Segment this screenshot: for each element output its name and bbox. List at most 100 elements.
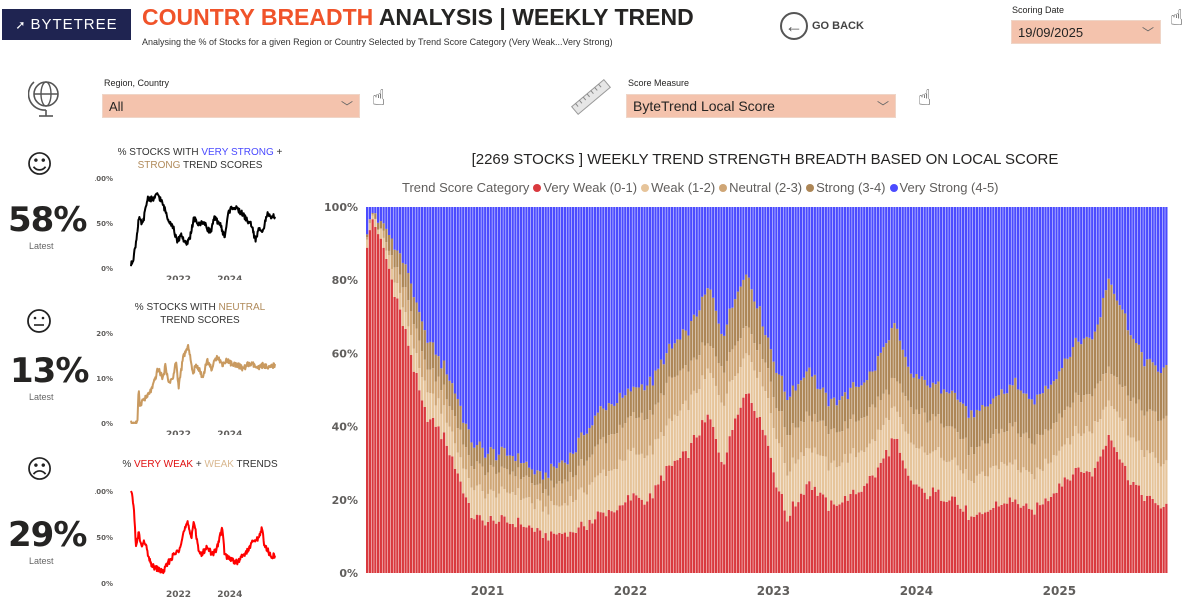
bar-segment-weak[interactable] xyxy=(1099,419,1102,457)
bar-segment-neutral[interactable] xyxy=(714,356,718,386)
bar-segment-weak[interactable] xyxy=(684,400,687,452)
bar-segment-neutral[interactable] xyxy=(366,237,369,240)
bar-segment-strong[interactable] xyxy=(1132,338,1135,398)
bar-segment-weak[interactable] xyxy=(626,449,630,496)
bar-segment-very-strong[interactable] xyxy=(602,207,605,409)
bar-segment-neutral[interactable] xyxy=(423,359,426,381)
bar-segment-weak[interactable] xyxy=(852,448,855,490)
bar-segment-neutral[interactable] xyxy=(629,416,632,452)
bar-segment-very-weak[interactable] xyxy=(390,279,393,573)
bar-segment-strong[interactable] xyxy=(451,383,454,411)
bar-segment-weak[interactable] xyxy=(871,439,874,476)
bar-segment-weak[interactable] xyxy=(385,250,388,259)
bar-segment-neutral[interactable] xyxy=(621,427,624,461)
bar-segment-weak[interactable] xyxy=(1038,469,1042,506)
bar-segment-very-weak[interactable] xyxy=(492,520,495,573)
bar-segment-very-weak[interactable] xyxy=(440,439,443,573)
bar-segment-strong[interactable] xyxy=(868,371,871,408)
bar-segment-neutral[interactable] xyxy=(555,483,558,506)
bar-segment-strong[interactable] xyxy=(1126,330,1130,396)
bar-segment-neutral[interactable] xyxy=(959,438,962,471)
bar-segment-neutral[interactable] xyxy=(462,444,465,469)
bar-segment-strong[interactable] xyxy=(854,386,858,422)
bar-segment-strong[interactable] xyxy=(865,380,869,416)
bar-segment-strong[interactable] xyxy=(385,228,388,243)
bar-segment-strong[interactable] xyxy=(582,435,586,466)
bar-segment-strong[interactable] xyxy=(808,367,811,416)
bar-segment-very-strong[interactable] xyxy=(530,207,534,470)
bar-segment-strong[interactable] xyxy=(541,479,545,494)
bar-segment-weak[interactable] xyxy=(1066,438,1069,480)
bar-segment-strong[interactable] xyxy=(1091,339,1094,397)
bar-segment-weak[interactable] xyxy=(728,381,731,437)
bar-segment-very-strong[interactable] xyxy=(610,207,613,405)
bar-segment-very-strong[interactable] xyxy=(646,207,649,386)
go-back-button[interactable]: ← GO BACK xyxy=(780,12,864,40)
bar-segment-neutral[interactable] xyxy=(497,472,501,494)
bar-segment-strong[interactable] xyxy=(769,349,772,382)
bar-segment-weak[interactable] xyxy=(975,475,978,515)
bar-segment-weak[interactable] xyxy=(398,292,402,310)
bar-segment-very-strong[interactable] xyxy=(898,207,902,341)
bar-segment-weak[interactable] xyxy=(750,362,753,403)
bar-segment-very-weak[interactable] xyxy=(445,445,448,573)
bar-segment-strong[interactable] xyxy=(629,391,632,417)
bar-segment-very-strong[interactable] xyxy=(709,207,712,290)
bar-segment-neutral[interactable] xyxy=(896,381,899,412)
bar-segment-weak[interactable] xyxy=(1107,400,1110,435)
bar-segment-very-weak[interactable] xyxy=(522,526,525,573)
bar-segment-neutral[interactable] xyxy=(506,469,509,493)
bar-segment-very-weak[interactable] xyxy=(745,393,748,573)
legend-item-very-strong[interactable]: Very Strong (4-5) xyxy=(889,180,999,195)
bar-segment-very-strong[interactable] xyxy=(495,207,498,461)
bar-segment-weak[interactable] xyxy=(816,454,819,496)
bar-segment-weak[interactable] xyxy=(769,413,772,458)
bar-segment-weak[interactable] xyxy=(448,426,451,456)
bar-segment-weak[interactable] xyxy=(857,452,860,493)
bar-segment-strong[interactable] xyxy=(588,427,591,458)
bar-segment-neutral[interactable] xyxy=(1069,407,1072,445)
bar-segment-strong[interactable] xyxy=(898,340,902,384)
bar-segment-very-weak[interactable] xyxy=(497,521,501,573)
bar-segment-weak[interactable] xyxy=(665,425,668,466)
bar-segment-very-strong[interactable] xyxy=(931,207,935,383)
bar-segment-neutral[interactable] xyxy=(662,395,665,437)
bar-segment-weak[interactable] xyxy=(920,446,924,489)
bar-segment-neutral[interactable] xyxy=(1132,397,1135,438)
bar-segment-weak[interactable] xyxy=(753,370,756,411)
bar-segment-very-strong[interactable] xyxy=(1014,207,1017,378)
bar-segment-very-strong[interactable] xyxy=(508,207,512,456)
bar-segment-neutral[interactable] xyxy=(486,472,490,494)
bar-segment-neutral[interactable] xyxy=(684,365,687,401)
bar-segment-weak[interactable] xyxy=(758,372,762,417)
bar-segment-very-strong[interactable] xyxy=(1074,207,1077,338)
bar-segment-weak[interactable] xyxy=(632,447,635,494)
bar-segment-very-strong[interactable] xyxy=(860,207,863,386)
bar-segment-weak[interactable] xyxy=(681,404,685,452)
bar-segment-strong[interactable] xyxy=(492,449,495,467)
bar-segment-neutral[interactable] xyxy=(909,407,913,443)
bar-segment-strong[interactable] xyxy=(453,393,457,417)
bar-segment-weak[interactable] xyxy=(1033,479,1036,515)
bar-segment-very-weak[interactable] xyxy=(393,296,396,573)
bar-segment-strong[interactable] xyxy=(376,222,380,230)
bar-segment-strong[interactable] xyxy=(1014,377,1017,422)
bar-segment-weak[interactable] xyxy=(401,307,404,327)
bar-segment-very-strong[interactable] xyxy=(717,207,720,324)
bar-segment-weak[interactable] xyxy=(489,489,492,516)
bar-segment-strong[interactable] xyxy=(756,308,759,351)
bar-segment-neutral[interactable] xyxy=(599,439,602,474)
bar-segment-neutral[interactable] xyxy=(874,407,877,442)
bar-segment-very-strong[interactable] xyxy=(849,207,852,388)
bar-segment-strong[interactable] xyxy=(473,447,476,470)
bar-segment-weak[interactable] xyxy=(876,429,880,468)
bar-segment-very-weak[interactable] xyxy=(591,523,594,573)
bar-segment-weak[interactable] xyxy=(379,228,382,239)
bar-segment-very-weak[interactable] xyxy=(852,489,855,573)
bar-segment-very-strong[interactable] xyxy=(665,207,668,354)
bar-segment-weak[interactable] xyxy=(709,372,712,420)
bar-segment-neutral[interactable] xyxy=(379,228,382,229)
bar-segment-very-strong[interactable] xyxy=(799,207,803,381)
bar-segment-very-strong[interactable] xyxy=(813,207,816,375)
bar-segment-neutral[interactable] xyxy=(1118,384,1121,418)
